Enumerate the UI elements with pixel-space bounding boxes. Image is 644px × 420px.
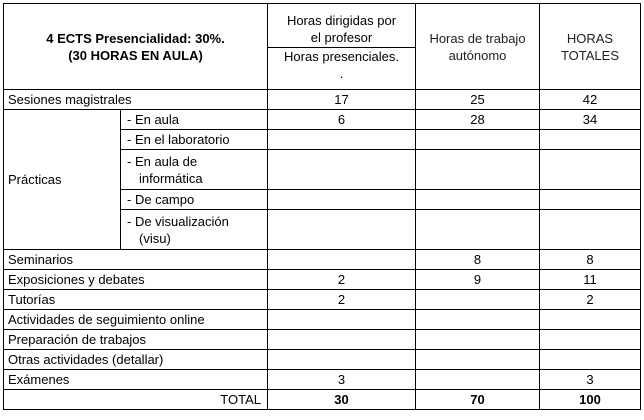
table-row: Seminarios 8 8 [3,249,641,270]
autonomo-line2: autónomo [448,47,507,63]
table-row: - En aula de informática [4,149,641,190]
presenciales-line2: . [339,65,344,81]
prof-hours-heading: Horas dirigidas por el profesor [268,12,415,48]
table-row: - En el laboratorio [4,129,641,150]
total-value [539,149,641,190]
ects-title-line1: 4 ECTS Presencialidad: 30%. [46,30,225,46]
header-row: 4 ECTS Presencialidad: 30%. (30 HORAS EN… [3,3,641,90]
auto-value [415,329,540,350]
totales-line1: HORAS [566,30,614,46]
total-value: 34 [539,109,641,130]
row-label: Tutorías [3,289,268,310]
total-value: 42 [539,89,641,110]
ects-title-line2: (30 HORAS EN AULA) [68,47,203,63]
auto-value: 28 [415,109,540,130]
total-value: 8 [539,249,641,270]
row-label: - De campo [120,189,268,210]
total-value [539,209,641,250]
row-label: Preparación de trabajos [3,329,268,350]
autonomo-header: Horas de trabajo autónomo [415,3,540,90]
auto-value [415,209,540,250]
pres-value [267,129,416,150]
pres-value: 3 [267,369,416,390]
pres-value [267,209,416,250]
row-label: Exámenes [3,369,268,390]
auto-value [415,189,540,210]
auto-value [415,369,540,390]
total-value [539,329,641,350]
pres-value [267,329,416,350]
pres-value [267,149,416,190]
row-label-line1: - En aula de [127,153,198,169]
total-auto-value: 70 [415,389,540,410]
prof-hours-header: Horas dirigidas por el profesor Horas pr… [267,3,416,90]
pres-value: 6 [267,109,416,130]
total-value [539,129,641,150]
row-label: - En aula de informática [120,149,268,190]
table-row: - De campo [4,189,641,210]
row-label-line2: (visu) [139,230,171,246]
total-pres-value: 30 [267,389,416,410]
total-value: 2 [539,289,641,310]
totales-line2: TOTALES [560,47,620,63]
table-row: Exposiciones y debates 2 9 11 [3,269,641,290]
presenciales-heading: Horas presenciales. . [269,48,415,82]
pres-value [267,349,416,370]
pres-value [267,189,416,210]
table-row: Tutorías 2 2 [3,289,641,310]
row-label: Exposiciones y debates [3,269,268,290]
auto-value: 25 [415,89,540,110]
auto-value [415,289,540,310]
total-value: 11 [539,269,641,290]
row-label: - De visualización (visu) [120,209,268,250]
total-label: TOTAL [3,389,268,410]
prof-hours-line1: Horas dirigidas por [286,12,397,28]
row-label-line2: informática [139,170,203,186]
total-total-value: 100 [539,389,641,410]
totales-header: HORAS TOTALES [539,3,641,90]
auto-value [415,309,540,330]
row-label: Actividades de seguimiento online [3,309,268,330]
row-label: Sesiones magistrales [3,89,268,110]
total-value [539,349,641,370]
total-value [539,189,641,210]
table-row: Exámenes 3 3 [3,369,641,390]
auto-value [415,129,540,150]
ects-title-cell: 4 ECTS Presencialidad: 30%. (30 HORAS EN… [3,3,268,90]
total-value: 3 [539,369,641,390]
auto-value [415,149,540,190]
pres-value: 2 [267,289,416,310]
pres-value: 2 [267,269,416,290]
row-label-line1: - De visualización [127,213,229,229]
table-row: - De visualización (visu) [4,209,641,250]
auto-value [415,349,540,370]
total-row: TOTAL 30 70 100 [3,389,641,410]
autonomo-line1: Horas de trabajo [429,30,526,46]
total-value [539,309,641,330]
table-row: Prácticas - En aula 6 28 34 [3,109,641,250]
row-label: - En aula [120,109,268,130]
table-row: Sesiones magistrales 17 25 42 [3,89,641,110]
table-row: Otras actividades (detallar) [3,349,641,370]
pres-value: 17 [267,89,416,110]
table-row: Actividades de seguimiento online [3,309,641,330]
row-label: Otras actividades (detallar) [3,349,268,370]
pres-value [267,309,416,330]
table-row: Preparación de trabajos [3,329,641,350]
practicas-label: Prácticas [3,109,121,250]
auto-value: 8 [415,249,540,270]
ects-hours-table: 4 ECTS Presencialidad: 30%. (30 HORAS EN… [3,3,641,410]
auto-value: 9 [415,269,540,290]
pres-value [267,249,416,270]
row-label: Seminarios [3,249,268,270]
row-label: - En el laboratorio [120,129,268,150]
prof-hours-line2: el profesor [310,29,373,45]
presenciales-line1: Horas presenciales. [284,48,399,64]
